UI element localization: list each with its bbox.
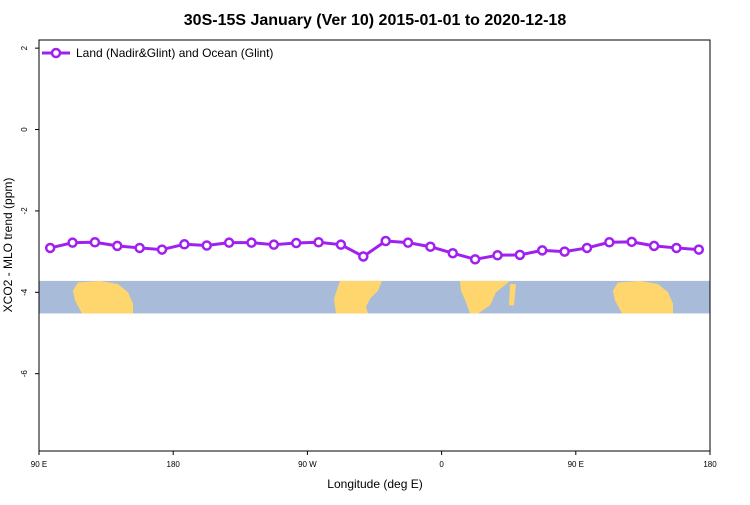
data-point: [626, 236, 637, 248]
x-tick-label: 90 W: [298, 460, 317, 469]
y-tick-label: 2: [20, 45, 29, 50]
series: [44, 235, 705, 265]
x-tick-label: 90 E: [31, 460, 47, 469]
map-land: [509, 284, 516, 306]
data-point: [358, 251, 369, 262]
data-point: [425, 241, 436, 252]
map-land: [73, 280, 133, 314]
y-tick-label: -2: [20, 207, 29, 215]
data-point: [693, 244, 705, 255]
data-point: [134, 242, 145, 254]
map-land: [334, 280, 382, 314]
map-strip: [39, 280, 710, 314]
x-axis: 90 E 180 90 W 0 90 E 180: [31, 451, 717, 469]
map-land: [460, 280, 510, 314]
data-point: [290, 237, 302, 249]
data-point: [671, 242, 682, 254]
data-point: [604, 236, 615, 248]
data-point: [89, 236, 101, 248]
legend-marker: [50, 47, 62, 59]
data-point: [67, 237, 78, 248]
x-tick-label: 180: [703, 460, 717, 469]
x-tick-label: 180: [167, 460, 181, 469]
x-tick-label: 0: [439, 460, 444, 469]
data-point: [313, 236, 324, 248]
legend-label: Land (Nadir&Glint) and Ocean (Glint): [76, 46, 273, 60]
data-point: [447, 247, 459, 259]
data-point: [492, 250, 503, 261]
y-tick-label: -4: [20, 288, 29, 296]
series-line: [49, 239, 699, 261]
data-point: [469, 254, 481, 265]
data-point: [537, 245, 548, 256]
chart-title: 30S-15S January (Ver 10) 2015-01-01 to 2…: [184, 12, 567, 29]
data-point: [402, 237, 414, 248]
data-point: [201, 240, 212, 251]
data-point: [223, 237, 235, 248]
y-axis: 2 0 -2 -4 -6: [20, 45, 39, 377]
legend: Land (Nadir&Glint) and Ocean (Glint): [42, 46, 273, 60]
data-point: [44, 242, 56, 254]
data-point: [112, 240, 123, 252]
data-point: [246, 237, 257, 248]
y-tick-label: 0: [20, 127, 29, 132]
plot-area: 90 E 180 90 W 0 90 E 180 2 0 -2 -4 -6: [20, 39, 717, 469]
data-point: [156, 244, 168, 255]
plot-frame: [38, 39, 711, 452]
y-axis-label: XCO2 - MLO trend (ppm): [1, 178, 15, 313]
data-point: [559, 246, 570, 257]
data-point: [335, 239, 347, 250]
x-axis-label: Longitude (deg E): [327, 477, 422, 491]
y-tick-label: -6: [20, 370, 29, 378]
data-point: [581, 242, 593, 254]
data-point: [648, 240, 660, 252]
data-point: [380, 235, 391, 247]
data-point: [514, 249, 526, 261]
x-tick-label: 90 E: [568, 460, 584, 469]
map-land: [613, 280, 673, 314]
data-point: [179, 239, 190, 250]
data-point: [268, 239, 280, 250]
